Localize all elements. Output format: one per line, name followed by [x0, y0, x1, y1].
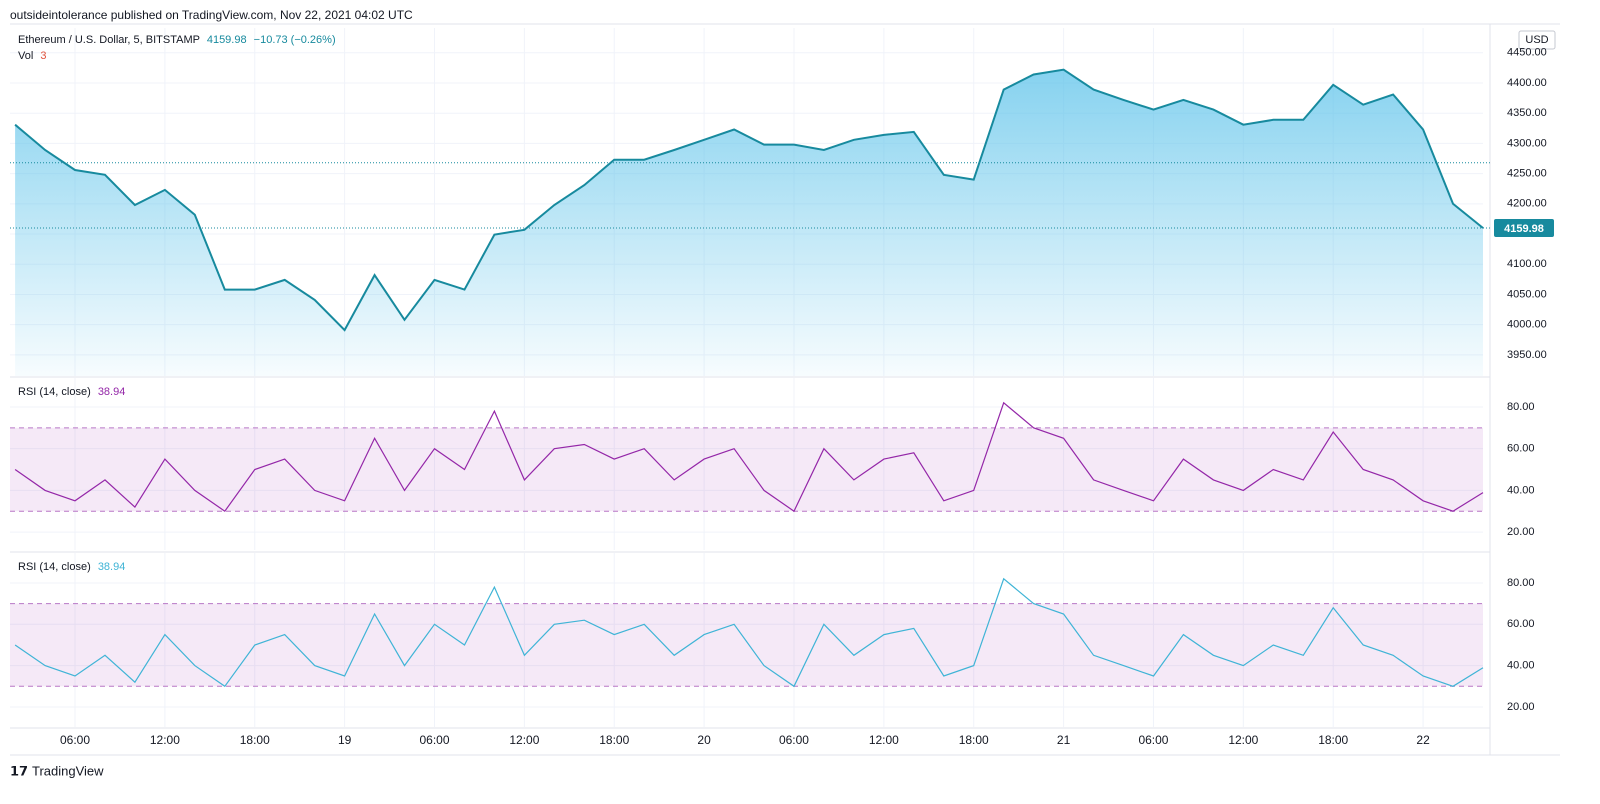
last-price: 4159.98 [206, 34, 247, 46]
rsi-title: RSI (14, close) [18, 561, 91, 573]
rsi-band [10, 603, 1483, 687]
y-tick-label: 3950.00 [1507, 349, 1547, 361]
x-tick-label: 12:00 [869, 733, 899, 747]
y-tick-label: 4100.00 [1507, 258, 1547, 270]
rsi-line [14, 577, 1484, 688]
x-tick-label: 06:00 [419, 733, 449, 747]
x-tick-label: 12:00 [509, 733, 539, 747]
rsi-value: 38.94 [97, 561, 126, 573]
x-tick-label: 12:00 [150, 733, 180, 747]
x-tick-label: 19 [338, 733, 352, 747]
y-tick-label: 40.00 [1507, 484, 1535, 496]
y-tick-label: 40.00 [1507, 660, 1535, 672]
price-line [14, 68, 1484, 332]
y-tick-label: 80.00 [1507, 577, 1535, 589]
change: −10.73 (−0.26%) [253, 34, 336, 46]
y-tick-label: 4350.00 [1507, 107, 1547, 119]
y-tick-label: 4050.00 [1507, 288, 1547, 300]
y-tick-label: 4250.00 [1507, 168, 1547, 180]
y-tick-label: 60.00 [1507, 618, 1535, 630]
legend-row: Ethereum / U.S. Dollar, 5, BITSTAMP 4159… [18, 34, 336, 46]
x-tick-label: 22 [1416, 733, 1430, 747]
brand: TradingView [32, 763, 104, 778]
x-tick-label: 06:00 [60, 733, 90, 747]
rsi-band [10, 427, 1483, 512]
y-tick-label: 20.00 [1507, 701, 1535, 713]
currency-box[interactable] [1518, 30, 1556, 50]
x-tick-label: 20 [697, 733, 711, 747]
x-tick-label: 18:00 [599, 733, 629, 747]
y-tick-label: 80.00 [1507, 401, 1535, 413]
logo-mark: 𝟭𝟳 [10, 763, 28, 778]
vol-value: 3 [40, 50, 47, 62]
x-tick-label: 06:00 [1138, 733, 1168, 747]
symbol: Ethereum / U.S. Dollar, 5, BITSTAMP [18, 34, 200, 46]
x-tick-label: 12:00 [1228, 733, 1258, 747]
y-tick-label: 4400.00 [1507, 77, 1547, 89]
last-price-box [1494, 218, 1554, 237]
vol-legend: Vol 3 [18, 50, 46, 62]
y-tick-label: 4200.00 [1507, 198, 1547, 210]
last-price-label: 4159.98 [1504, 223, 1544, 235]
x-tick-label: 06:00 [779, 733, 809, 747]
price-area [15, 69, 1483, 376]
x-tick-label: 18:00 [1318, 733, 1348, 747]
published: outsideintolerance published on TradingV… [10, 8, 413, 22]
rsi-title: RSI (14, close) [18, 386, 91, 398]
x-tick-label: 18:00 [959, 733, 989, 747]
y-tick-label: 4000.00 [1507, 319, 1547, 331]
rsi-value: 38.94 [97, 386, 126, 398]
y-tick-label: 60.00 [1507, 443, 1535, 455]
rsi-legend: RSI (14, close) 38.94 [18, 386, 125, 398]
vol-label: Vol [18, 50, 34, 62]
y-tick-label: 4300.00 [1507, 137, 1547, 149]
y-tick-label: 20.00 [1507, 526, 1535, 538]
y-tick-label: 4450.00 [1507, 47, 1547, 59]
currency: USD [1525, 34, 1548, 46]
x-tick-label: 18:00 [240, 733, 270, 747]
rsi-line [14, 401, 1484, 513]
rsi-legend: RSI (14, close) 38.94 [18, 561, 125, 573]
x-tick-label: 21 [1057, 733, 1071, 747]
